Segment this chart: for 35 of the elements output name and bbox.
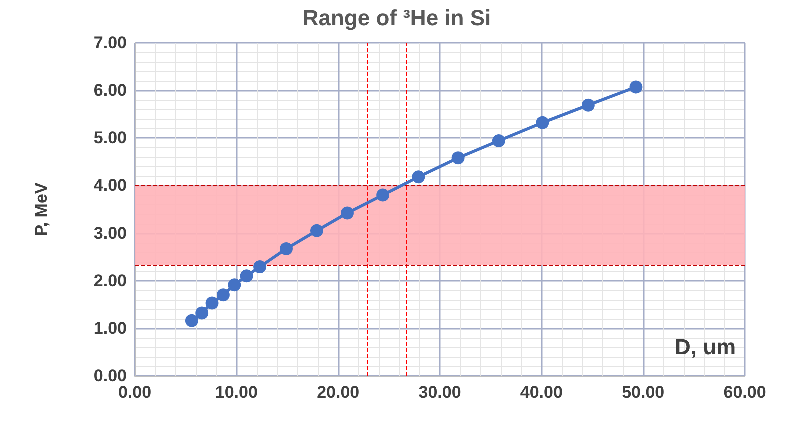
x-tick-label: 30.00 (418, 383, 462, 402)
y-tick-label: 7.00 (94, 34, 127, 52)
point (492, 134, 506, 148)
x-tick-label: 20.00 (317, 383, 360, 402)
y-tick-label: 0.00 (94, 366, 127, 386)
y-tick-label: 6.00 (94, 81, 127, 100)
point (216, 288, 230, 302)
y-tick-label: 2.00 (94, 271, 127, 290)
point (254, 260, 267, 274)
point (376, 188, 390, 202)
point (185, 314, 198, 328)
point (228, 278, 242, 292)
chart-title: Range of ³He in Si (302, 6, 492, 30)
point (196, 306, 209, 320)
y-tick-label: 4.00 (94, 176, 127, 196)
point (206, 296, 219, 310)
point (240, 270, 254, 283)
point (536, 116, 550, 130)
point (280, 242, 293, 256)
x-tick-label: 50.00 (622, 383, 665, 402)
y-tick-label: 3.00 (94, 224, 127, 243)
x-tick-label: 60.00 (724, 383, 766, 402)
y-tick-label: 5.00 (94, 128, 127, 148)
point (452, 152, 465, 165)
point (340, 206, 354, 220)
point (412, 170, 426, 184)
point (582, 98, 595, 112)
y-axis-title: P, MeV (32, 182, 51, 236)
x-tick-label: 40.00 (520, 383, 563, 402)
point (630, 80, 643, 94)
x-tick-label: 0.00 (118, 383, 152, 402)
y-tick-label: 1.00 (94, 318, 127, 338)
point (310, 224, 324, 238)
x-axis-title: D, um (675, 334, 736, 360)
x-tick-label: 10.00 (215, 383, 258, 402)
